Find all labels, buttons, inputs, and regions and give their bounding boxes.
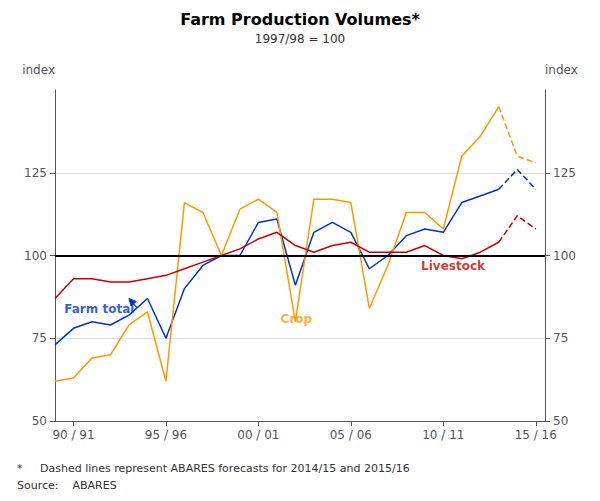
svg-text:75: 75	[553, 331, 568, 345]
svg-text:index: index	[545, 63, 578, 77]
svg-text:Farm total: Farm total	[64, 302, 134, 316]
svg-text:15 / 16: 15 / 16	[515, 428, 557, 442]
svg-text:100: 100	[24, 249, 47, 263]
svg-text:05 / 06: 05 / 06	[330, 428, 372, 442]
svg-text:10 / 11: 10 / 11	[422, 428, 464, 442]
svg-text:50: 50	[32, 414, 47, 428]
svg-text:Crop: Crop	[281, 312, 313, 326]
svg-text:125: 125	[24, 166, 47, 180]
svg-text:index: index	[22, 63, 55, 77]
svg-text:Source: ABARES: Source: ABARES	[17, 479, 117, 492]
svg-text:90 / 91: 90 / 91	[52, 428, 94, 442]
svg-text:00 / 01: 00 / 01	[237, 428, 279, 442]
svg-text:Farm Production Volumes*: Farm Production Volumes*	[180, 10, 420, 29]
svg-text:75: 75	[32, 331, 47, 345]
svg-text:50: 50	[553, 414, 568, 428]
svg-text:95 / 96: 95 / 96	[145, 428, 187, 442]
svg-text:1997/98 = 100: 1997/98 = 100	[255, 32, 345, 46]
svg-text:* Dashed lines represent A: * Dashed lines represent ABARES forecast…	[17, 462, 410, 475]
svg-text:125: 125	[553, 166, 576, 180]
svg-text:100: 100	[553, 249, 576, 263]
svg-text:Livestock: Livestock	[421, 259, 486, 273]
